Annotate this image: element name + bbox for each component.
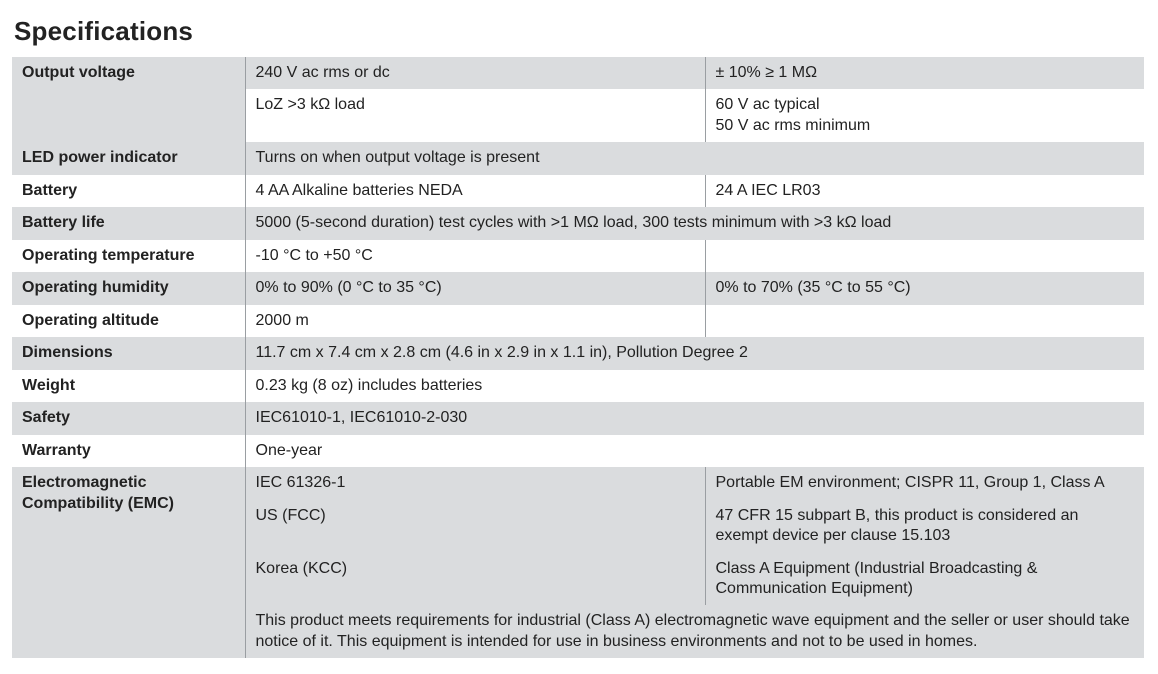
table-row: SafetyIEC61010-1, IEC61010-2-030 [12,402,1144,434]
spec-label: Battery [12,175,245,207]
table-row: Operating temperature-10 °C to +50 °C [12,240,1144,272]
spec-value-secondary: 0% to 70% (35 °C to 55 °C) [705,272,1144,304]
spec-value-secondary: Class A Equipment (Industrial Broadcasti… [705,553,1144,606]
spec-value-secondary [705,305,1144,337]
spec-label: LED power indicator [12,142,245,174]
spec-value: 5000 (5-second duration) test cycles wit… [245,207,1144,239]
table-row: Output voltage240 V ac rms or dc± 10% ≥ … [12,57,1144,89]
spec-value: 2000 m [245,305,705,337]
spec-label: Operating humidity [12,272,245,304]
spec-value: IEC61010-1, IEC61010-2-030 [245,402,1144,434]
table-row: LED power indicatorTurns on when output … [12,142,1144,174]
spec-value: Korea (KCC) [245,553,705,606]
spec-value-secondary [705,240,1144,272]
spec-value: US (FCC) [245,500,705,553]
spec-value: Turns on when output voltage is present [245,142,1144,174]
spec-label: Operating temperature [12,240,245,272]
spec-value: 11.7 cm x 7.4 cm x 2.8 cm (4.6 in x 2.9 … [245,337,1144,369]
spec-value: -10 °C to +50 °C [245,240,705,272]
spec-label: Electromagnetic Compatibility (EMC) [12,467,245,658]
spec-value: 240 V ac rms or dc [245,57,705,89]
specifications-table: Output voltage240 V ac rms or dc± 10% ≥ … [12,57,1144,658]
table-row: Electromagnetic Compatibility (EMC)IEC 6… [12,467,1144,499]
spec-value: 0% to 90% (0 °C to 35 °C) [245,272,705,304]
page-title: Specifications [14,16,1146,47]
spec-value: 4 AA Alkaline batteries NEDA [245,175,705,207]
table-row: Dimensions11.7 cm x 7.4 cm x 2.8 cm (4.6… [12,337,1144,369]
table-row: Battery4 AA Alkaline batteries NEDA24 A … [12,175,1144,207]
table-row: Weight0.23 kg (8 oz) includes batteries [12,370,1144,402]
spec-value-secondary: 60 V ac typical50 V ac rms minimum [705,89,1144,142]
spec-label: Operating altitude [12,305,245,337]
table-row: Operating altitude2000 m [12,305,1144,337]
spec-label: Safety [12,402,245,434]
spec-label: Warranty [12,435,245,467]
spec-value: LoZ >3 kΩ load [245,89,705,142]
spec-value: IEC 61326-1 [245,467,705,499]
spec-value-secondary: 47 CFR 15 subpart B, this product is con… [705,500,1144,553]
table-row: Operating humidity0% to 90% (0 °C to 35 … [12,272,1144,304]
spec-value-secondary: ± 10% ≥ 1 MΩ [705,57,1144,89]
spec-value-secondary: Portable EM environment; CISPR 11, Group… [705,467,1144,499]
table-row: Battery life5000 (5-second duration) tes… [12,207,1144,239]
spec-value: One-year [245,435,1144,467]
spec-label: Output voltage [12,57,245,142]
spec-value: 0.23 kg (8 oz) includes batteries [245,370,1144,402]
table-row: WarrantyOne-year [12,435,1144,467]
spec-value-secondary: 24 A IEC LR03 [705,175,1144,207]
spec-label: Weight [12,370,245,402]
spec-value: This product meets requirements for indu… [245,605,1144,658]
spec-label: Battery life [12,207,245,239]
spec-label: Dimensions [12,337,245,369]
